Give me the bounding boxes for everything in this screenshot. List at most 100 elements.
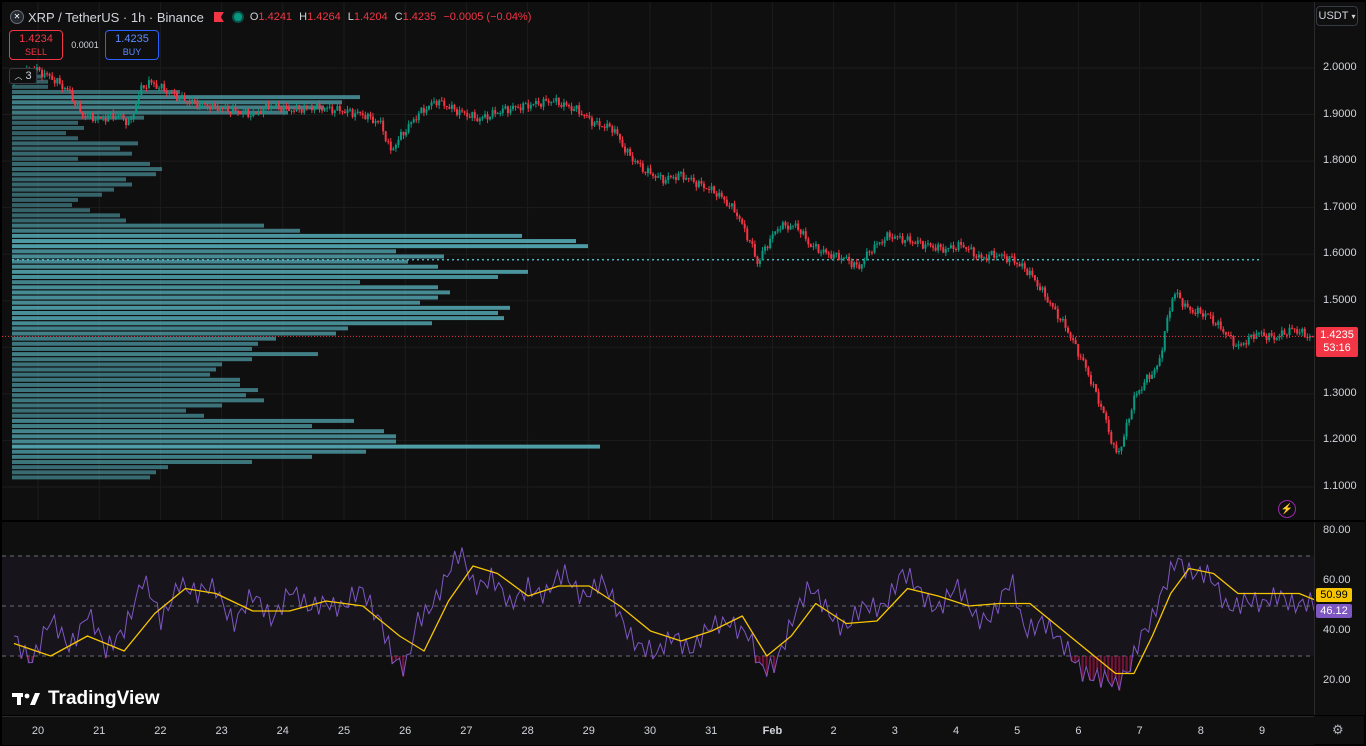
volume-profile-bar — [12, 434, 396, 439]
rsi-ma-tag: 50.99 — [1316, 588, 1352, 602]
time-tick-label: 22 — [154, 725, 167, 737]
candle-body — [252, 111, 255, 117]
symbol-title[interactable]: XRP / TetherUS · 1h · Binance — [28, 9, 204, 25]
candle-body — [993, 250, 996, 258]
candle-body — [514, 105, 517, 107]
sell-label: SELL — [24, 47, 48, 57]
indicators-toggle-button[interactable]: ︿ 3 — [9, 68, 37, 84]
candle-body — [170, 92, 173, 94]
candle-body — [433, 101, 436, 103]
candle-body — [399, 131, 402, 140]
candle-body — [499, 113, 502, 115]
candle-body — [226, 106, 229, 112]
volume-profile-bar — [12, 244, 588, 249]
volume-profile-bar — [12, 208, 90, 213]
candle-body — [929, 243, 932, 246]
candle-body — [165, 91, 168, 94]
candle-body — [51, 75, 54, 80]
candle-body — [109, 113, 112, 116]
candle-body — [425, 109, 428, 113]
candle-body — [949, 245, 952, 248]
currency-button[interactable]: USDT ▾ — [1316, 6, 1358, 26]
candle-body — [81, 112, 84, 116]
candle-body — [135, 104, 138, 114]
candle-body — [540, 104, 543, 107]
candle-body — [1288, 327, 1291, 336]
candle-body — [254, 111, 257, 113]
candle-body — [562, 102, 565, 107]
candle-body — [1245, 343, 1248, 345]
candle-body — [522, 103, 525, 111]
candle-body — [532, 103, 535, 105]
candle-body — [865, 251, 868, 261]
volume-profile-bar — [12, 352, 318, 357]
candle-body — [631, 155, 634, 162]
candle-body — [1298, 332, 1301, 334]
time-tick-label: 26 — [399, 725, 412, 737]
candle-body — [990, 250, 993, 255]
candle-body — [1222, 328, 1225, 333]
candle-body — [1227, 334, 1230, 336]
candle-body — [657, 176, 660, 178]
candle-body — [293, 110, 296, 112]
candle-body — [888, 232, 891, 238]
candle-body — [1018, 264, 1021, 267]
volume-profile-bar — [12, 393, 246, 398]
sell-button[interactable]: 1.4234 SELL — [9, 30, 63, 60]
buy-button[interactable]: 1.4235 BUY — [105, 30, 159, 60]
candle-body — [201, 103, 204, 105]
candle-body — [1135, 393, 1138, 396]
candle-body — [1049, 302, 1052, 304]
candle-body — [84, 115, 87, 118]
rsi-axis[interactable]: 80.00 60.00 40.00 20.00 — [1314, 522, 1365, 715]
candle-body — [1061, 318, 1064, 321]
tradingview-logo[interactable]: TradingView — [12, 688, 160, 710]
candle-body — [606, 123, 609, 128]
price-tick-label: 1.1000 — [1323, 479, 1357, 492]
settings-gear-icon[interactable]: ⚙ — [1332, 722, 1344, 737]
volume-profile-bar — [12, 233, 522, 238]
volume-profile-bar — [12, 84, 48, 89]
rsi-pane[interactable] — [2, 522, 1314, 715]
candle-body — [1107, 419, 1110, 433]
volume-profile-bar — [12, 326, 348, 331]
candle-body — [216, 106, 219, 111]
candle-body — [107, 115, 110, 122]
candle-body — [1306, 336, 1309, 338]
time-axis[interactable]: 20 21 22 23 24 25 26 27 28 29 30 31 Feb 2 3 4 5 6 7 8 9 — [2, 716, 1314, 745]
price-axis[interactable]: 2.00001.90001.80001.70001.60001.50001.40… — [1314, 2, 1365, 520]
candle-body — [840, 258, 843, 261]
candle-body — [86, 115, 89, 118]
price-chart-svg[interactable] — [2, 2, 1314, 520]
candle-body — [147, 80, 150, 88]
candle-body — [382, 120, 385, 132]
candle-body — [1204, 313, 1207, 317]
indicators-count: 3 — [25, 70, 32, 82]
rsi-chart-svg[interactable] — [2, 522, 1314, 715]
time-tick-label: 7 — [1136, 725, 1143, 737]
volume-profile-bar — [12, 311, 498, 315]
candle-body — [379, 120, 382, 122]
candle-body — [295, 105, 298, 111]
price-pane[interactable] — [2, 2, 1314, 520]
candle-body — [817, 244, 820, 253]
candle-body — [926, 243, 929, 245]
candle-body — [1229, 335, 1232, 337]
volume-profile-bar — [12, 341, 258, 346]
flag-icon[interactable] — [213, 12, 224, 22]
lightning-icon[interactable]: ⚡ — [1278, 500, 1296, 518]
candle-body — [186, 101, 189, 103]
candle-body — [659, 175, 662, 177]
candle-body — [1196, 307, 1199, 314]
time-tick-label: 8 — [1197, 725, 1204, 737]
candle-body — [117, 114, 120, 116]
volume-profile-bar — [12, 398, 264, 403]
candle-body — [48, 74, 51, 76]
candle-body — [700, 181, 703, 184]
rsi-ma-line — [13, 565, 1314, 675]
volume-profile-bar — [12, 357, 252, 362]
candle-body — [1260, 332, 1263, 334]
candle-body — [214, 103, 217, 107]
candle-body — [1181, 298, 1184, 307]
candle-body — [91, 112, 94, 122]
